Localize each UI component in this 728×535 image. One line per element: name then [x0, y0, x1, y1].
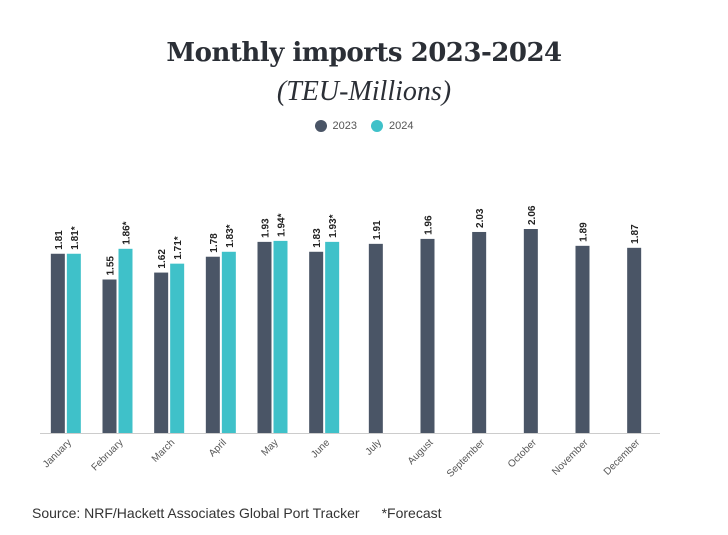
x-tick-label-july: July — [364, 437, 384, 457]
legend-item-2023: 2023 — [314, 120, 357, 132]
data-label-2023-august: 1.96 — [424, 215, 435, 235]
bar-2024-march — [170, 263, 185, 433]
bar-2023-may — [257, 241, 272, 433]
x-tick-label-november: November — [550, 437, 591, 478]
bar-2024-january — [66, 253, 81, 433]
chart-subtitle: (TEU-Millions) — [276, 76, 452, 107]
data-label-2023-september: 2.03 — [475, 208, 486, 228]
data-label-2023-july: 1.91 — [372, 220, 383, 240]
data-label-2024-june: 1.93* — [328, 214, 339, 237]
data-label-2024-january: 1.81* — [70, 226, 81, 249]
data-label-2023-october: 2.06 — [527, 205, 538, 225]
bar-2023-april — [205, 256, 220, 433]
legend-swatch-2023 — [314, 120, 327, 132]
source-note: Source: NRF/Hackett Associates Global Po… — [32, 505, 442, 521]
source-text: Source: NRF/Hackett Associates Global Po… — [32, 505, 360, 521]
x-tick-label-december: December — [602, 437, 643, 478]
bar-2023-march — [154, 272, 169, 433]
data-label-2023-december: 1.87 — [630, 224, 641, 244]
data-label-2023-april: 1.78 — [209, 233, 220, 253]
data-label-2024-march: 1.71* — [173, 236, 184, 259]
data-label-2024-february: 1.86* — [122, 221, 133, 244]
data-label-2024-april: 1.83* — [225, 224, 236, 247]
x-tick-label-february: February — [90, 437, 126, 473]
legend-swatch-2024 — [371, 120, 383, 132]
legend-label-2023: 2023 — [332, 120, 357, 132]
bar-2023-september — [472, 231, 487, 433]
data-label-2023-may: 1.93 — [261, 218, 272, 238]
bar-2023-october — [523, 229, 538, 433]
data-label-2023-november: 1.89 — [579, 222, 590, 242]
bar-2024-may — [273, 240, 288, 433]
x-tick-label-september: September — [445, 437, 488, 480]
bar-2023-july — [368, 243, 383, 433]
bar-2023-december — [627, 247, 642, 433]
data-label-2023-february: 1.55 — [106, 256, 117, 276]
bar-2023-february — [102, 279, 117, 433]
x-tick-label-january: January — [41, 437, 74, 470]
bar-2023-november — [575, 245, 590, 433]
data-label-2024-may: 1.94* — [277, 213, 288, 236]
bar-2023-august — [420, 238, 435, 433]
x-tick-label-june: June — [309, 437, 332, 460]
chart-title: Monthly imports 2023-2024 — [166, 38, 562, 68]
bar-2024-february — [118, 248, 133, 433]
data-label-2023-june: 1.83 — [312, 228, 323, 248]
data-label-2023-january: 1.81 — [54, 230, 65, 250]
legend-label-2024: 2024 — [389, 120, 414, 132]
bar-2023-june — [309, 251, 324, 433]
x-tick-label-august: August — [406, 437, 436, 467]
bar-2024-june — [325, 241, 340, 433]
bar-2023-january — [50, 253, 65, 433]
forecast-footnote: *Forecast — [381, 505, 442, 521]
x-tick-label-march: March — [150, 437, 177, 464]
legend-item-2024: 2024 — [371, 120, 413, 132]
x-tick-label-april: April — [207, 437, 229, 459]
x-tick-label-october: October — [506, 437, 539, 470]
legend: 2023 2024 — [0, 120, 728, 132]
x-tick-label-may: May — [259, 437, 280, 458]
data-label-2023-march: 1.62 — [157, 249, 168, 269]
bar-2024-april — [221, 251, 236, 433]
